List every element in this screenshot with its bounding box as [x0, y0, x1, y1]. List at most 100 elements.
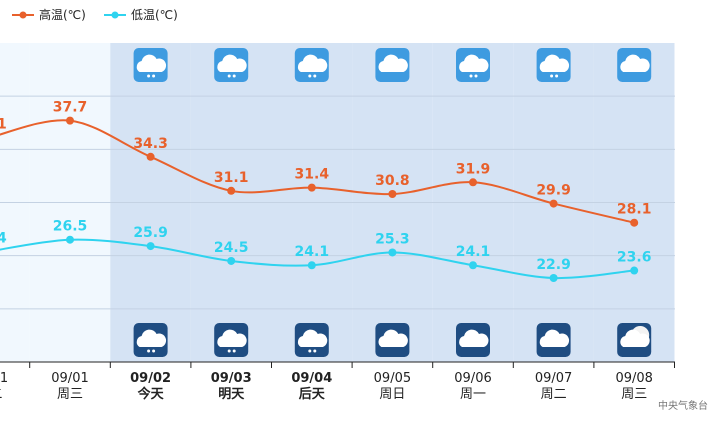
legend-label: 高温(℃): [39, 7, 86, 22]
x-tick-label: 09/07: [535, 371, 572, 386]
icon-drop: [227, 74, 231, 78]
x-weekday-label: 明天: [218, 387, 245, 402]
icon-cloud: [620, 54, 650, 72]
icon-drop: [147, 74, 151, 78]
weather-icon: [375, 323, 410, 357]
icon-drop: [232, 74, 236, 78]
icon-drop: [227, 349, 231, 353]
value-label: 25.9: [133, 225, 168, 241]
value-label: 24.5: [214, 240, 249, 256]
x-tick-label: 08/31: [0, 371, 8, 386]
icon-drop: [308, 74, 312, 78]
x-weekday-label: 周日: [379, 387, 405, 402]
x-tick-label: 09/08: [615, 371, 652, 386]
x-tick-label: 09/05: [374, 371, 411, 386]
icon-drop: [147, 349, 151, 353]
weather-icon: [375, 48, 410, 82]
point: [388, 189, 397, 198]
point: [469, 178, 477, 187]
point: [469, 261, 477, 270]
value-label: 25.3: [375, 231, 410, 247]
point: [66, 235, 74, 244]
weather-icon: [133, 48, 168, 82]
weather-icon: [456, 48, 490, 82]
icon-cloud: [620, 329, 650, 347]
point: [227, 256, 236, 265]
value-label: 34.3: [133, 136, 168, 152]
value-label: 37.7: [53, 100, 88, 116]
icon-drop: [313, 74, 317, 78]
value-label: 24.1: [456, 244, 491, 260]
icon-drop: [308, 349, 312, 353]
point: [630, 218, 639, 227]
value-label: 28.1: [617, 202, 652, 218]
legend-marker: [111, 11, 119, 19]
point: [307, 261, 316, 270]
icon-drop: [152, 74, 156, 78]
point: [146, 242, 155, 251]
weather-icon: [133, 323, 168, 357]
weather-icon: [617, 48, 652, 82]
weather-icon: [294, 48, 329, 82]
value-label: 31.1: [214, 170, 249, 186]
icon-drop: [555, 74, 559, 78]
x-tick-label: 09/06: [454, 371, 491, 386]
value-label: 31.4: [295, 167, 330, 183]
x-tick-label: 09/03: [211, 371, 252, 386]
point: [146, 152, 155, 161]
value-label: 23.6: [617, 250, 652, 266]
icon-drop: [152, 349, 156, 353]
value-label: 25.4: [0, 230, 7, 246]
icon-cloud: [136, 329, 167, 347]
source: 中央气象台: [658, 399, 708, 412]
value-label: 29.9: [536, 183, 571, 199]
icon-cloud: [459, 54, 489, 72]
weather-icon: [536, 48, 571, 82]
icon-cloud: [378, 329, 408, 347]
point: [549, 273, 558, 282]
point: [630, 266, 639, 275]
icon-cloud: [297, 329, 328, 347]
value-label: 24.1: [295, 244, 330, 260]
icon-cloud: [378, 54, 408, 72]
icon-cloud: [217, 54, 247, 72]
weather-icon: [214, 48, 249, 82]
x-weekday-label: 周三: [621, 387, 647, 402]
icon-drop: [550, 74, 554, 78]
x-weekday-label: 周一: [460, 387, 486, 402]
x-weekday-label: 周二: [0, 387, 2, 402]
legend-label: 低温(℃): [131, 8, 178, 22]
x-tick-label: 09/02: [130, 371, 171, 386]
point: [66, 116, 74, 125]
icon-cloud: [459, 329, 489, 347]
x-weekday-label: 后天: [299, 386, 326, 402]
x-weekday-label: 周二: [541, 387, 567, 402]
legend-marker: [19, 11, 27, 19]
value-label: 31.9: [456, 161, 491, 177]
value-label: 30.8: [375, 173, 410, 189]
value-label: 22.9: [536, 257, 571, 273]
icon-drop: [313, 349, 317, 353]
x-tick-label: 09/01: [51, 371, 88, 386]
weather-icon: [536, 323, 571, 357]
icon-cloud: [297, 54, 328, 72]
point: [388, 248, 397, 257]
value-label: 26.5: [53, 219, 88, 235]
icon-cloud: [539, 329, 570, 347]
weather-icon: [294, 323, 329, 357]
value-label: 36.1: [0, 117, 7, 133]
x-weekday-label: 今天: [137, 386, 165, 402]
weather-icon: [456, 323, 490, 357]
icon-drop: [474, 74, 478, 78]
point: [307, 183, 316, 192]
point: [549, 199, 558, 208]
point: [227, 186, 236, 195]
icon-cloud: [217, 329, 247, 347]
weather-icon: [214, 323, 249, 357]
icon-cloud: [539, 54, 570, 72]
icon-drop: [232, 349, 236, 353]
icon-cloud: [136, 54, 167, 72]
weather-icon: [617, 323, 652, 357]
icon-drop: [469, 74, 473, 78]
